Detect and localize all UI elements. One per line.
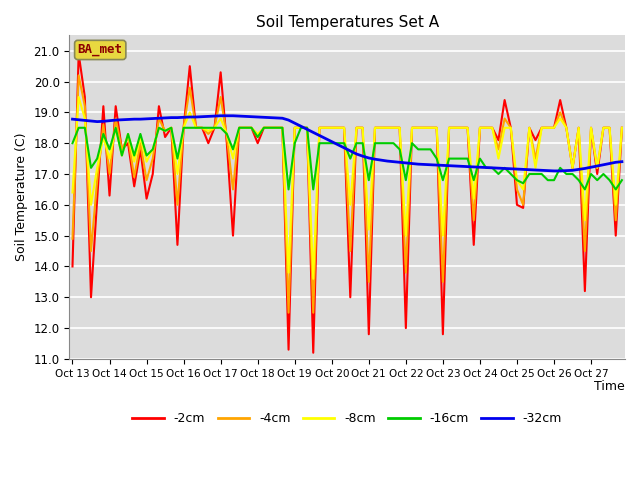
Line: -2cm: -2cm	[72, 54, 622, 353]
Y-axis label: Soil Temperature (C): Soil Temperature (C)	[15, 133, 28, 262]
-4cm	[241, 125, 249, 131]
-32cm	[544, 168, 552, 173]
-8cm	[241, 125, 249, 131]
-16cm	[75, 125, 83, 131]
-4cm	[68, 236, 76, 241]
-2cm	[75, 51, 83, 57]
-16cm	[538, 171, 545, 177]
-32cm	[68, 116, 76, 122]
-32cm	[458, 163, 465, 169]
-4cm	[75, 72, 83, 78]
Line: -4cm: -4cm	[72, 75, 622, 312]
-8cm	[309, 276, 317, 282]
-32cm	[532, 167, 540, 173]
Line: -8cm: -8cm	[72, 97, 622, 279]
-8cm	[464, 125, 472, 131]
-16cm	[618, 177, 626, 183]
-2cm	[538, 125, 545, 131]
-2cm	[605, 125, 613, 131]
-2cm	[241, 125, 249, 131]
Line: -16cm: -16cm	[72, 128, 622, 190]
-16cm	[605, 177, 613, 183]
-8cm	[68, 190, 76, 195]
X-axis label: Time: Time	[595, 380, 625, 393]
-4cm	[149, 156, 157, 161]
-8cm	[618, 125, 626, 131]
-4cm	[538, 125, 545, 131]
-32cm	[241, 113, 249, 119]
Title: Soil Temperatures Set A: Soil Temperatures Set A	[255, 15, 439, 30]
-16cm	[464, 156, 472, 161]
-16cm	[149, 146, 157, 152]
Line: -32cm: -32cm	[72, 116, 622, 171]
-8cm	[149, 146, 157, 152]
-16cm	[68, 140, 76, 146]
-4cm	[605, 125, 613, 131]
-8cm	[605, 125, 613, 131]
-2cm	[464, 125, 472, 131]
-2cm	[68, 264, 76, 269]
-32cm	[605, 161, 613, 167]
-32cm	[618, 159, 626, 165]
-16cm	[285, 187, 292, 192]
-4cm	[464, 125, 472, 131]
-8cm	[538, 125, 545, 131]
-8cm	[550, 125, 558, 131]
-32cm	[217, 113, 225, 119]
-2cm	[618, 125, 626, 131]
-32cm	[143, 116, 150, 122]
-4cm	[285, 310, 292, 315]
-32cm	[550, 168, 558, 174]
Legend: -2cm, -4cm, -8cm, -16cm, -32cm: -2cm, -4cm, -8cm, -16cm, -32cm	[127, 407, 567, 430]
-4cm	[618, 125, 626, 131]
-2cm	[550, 125, 558, 131]
-2cm	[309, 350, 317, 356]
-16cm	[241, 125, 249, 131]
Text: BA_met: BA_met	[77, 44, 123, 57]
-4cm	[550, 125, 558, 131]
-16cm	[550, 177, 558, 183]
-2cm	[149, 171, 157, 177]
-8cm	[75, 94, 83, 100]
